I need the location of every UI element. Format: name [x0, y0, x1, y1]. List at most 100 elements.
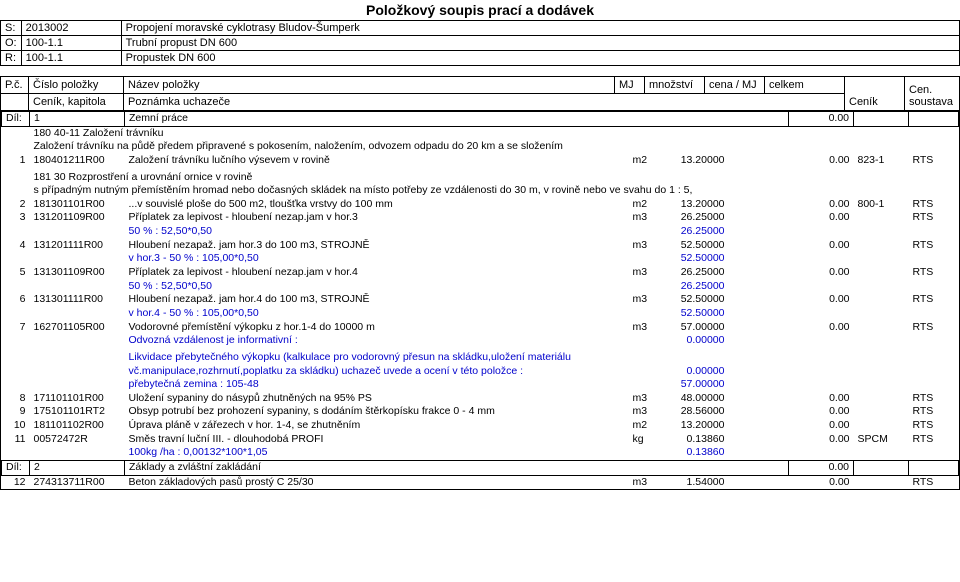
item-nazev: Beton základových pasů prostý C 25/30 — [125, 475, 629, 489]
item-cenik — [854, 266, 909, 280]
calc-pc — [2, 280, 30, 294]
item-soustava: RTS — [909, 293, 959, 307]
hdr-code: 100-1.1 — [21, 51, 121, 66]
item-pc: 2 — [2, 198, 30, 212]
item-pc: 6 — [2, 293, 30, 307]
item-soustava: RTS — [909, 239, 959, 253]
dil-empty — [854, 461, 909, 476]
calc-val: 0.13860 — [659, 446, 729, 460]
dil-total: 0.00 — [789, 112, 854, 127]
dil-empty2 — [909, 461, 959, 476]
calc-ck — [854, 280, 909, 294]
item-price — [729, 154, 789, 168]
item-pc: 3 — [2, 211, 30, 225]
calc-text: 50 % : 52,50*0,50 — [125, 225, 629, 239]
calc-mj — [629, 280, 659, 294]
calc-pc — [2, 252, 30, 266]
calc-kod — [30, 334, 125, 348]
hdr-label: O: — [1, 36, 22, 51]
calc-ck — [854, 252, 909, 266]
item-nazev: Uložení sypaniny do násypů zhutněných na… — [125, 392, 629, 406]
calc-val — [659, 351, 729, 365]
item-mj: m3 — [629, 211, 659, 225]
calc-p — [729, 252, 789, 266]
dil-total: 0.00 — [789, 461, 854, 476]
item-qty: 26.25000 — [659, 211, 729, 225]
item-mj: m3 — [629, 475, 659, 489]
calc-text: přebytečná zemina : 105-48 — [125, 378, 629, 392]
calc-p — [729, 446, 789, 460]
calc-kod — [30, 446, 125, 460]
col-empty — [1, 94, 29, 111]
item-cenik: SPCM — [854, 433, 909, 447]
item-soustava: RTS — [909, 419, 959, 433]
calc-s — [909, 351, 959, 365]
item-celkem: 0.00 — [789, 475, 854, 489]
calc-mj — [629, 225, 659, 239]
col-pozn: Poznámka uchazeče — [124, 94, 845, 111]
item-cenik — [854, 392, 909, 406]
item-pc: 4 — [2, 239, 30, 253]
hdr-desc: Propustek DN 600 — [121, 51, 959, 66]
dil-num: 2 — [30, 461, 125, 476]
calc-ck — [854, 365, 909, 379]
calc-text: v hor.3 - 50 % : 105,00*0,50 — [125, 252, 629, 266]
calc-p — [729, 225, 789, 239]
item-qty: 13.20000 — [659, 198, 729, 212]
item-cenik — [854, 419, 909, 433]
item-celkem: 0.00 — [789, 198, 854, 212]
item-nazev: Příplatek za lepivost - hloubení nezap.j… — [125, 266, 629, 280]
col-mj: MJ — [615, 77, 645, 94]
dil-label: Díl: — [2, 461, 30, 476]
item-nazev: Příplatek za lepivost - hloubení nezap.j… — [125, 211, 629, 225]
col-pc: P.č. — [1, 77, 29, 94]
item-soustava: RTS — [909, 433, 959, 447]
calc-val: 52.50000 — [659, 307, 729, 321]
items-container: Díl:1Zemní práce0.00180 40-11 Založení t… — [0, 111, 960, 490]
item-nazev: Úprava pláně v zářezech v hor. 1-4, se z… — [125, 419, 629, 433]
item-kod: 131301111R00 — [30, 293, 125, 307]
col-nazev: Název položky — [124, 77, 615, 94]
calc-c — [789, 351, 854, 365]
item-price — [729, 419, 789, 433]
item-mj: m3 — [629, 405, 659, 419]
item-pc: 7 — [2, 321, 30, 335]
calc-s — [909, 446, 959, 460]
item-cenik: 823-1 — [854, 154, 909, 168]
col-cenik-kap: Ceník, kapitola — [29, 94, 124, 111]
calc-c — [789, 334, 854, 348]
item-nazev: Vodorovné přemístění výkopku z hor.1-4 d… — [125, 321, 629, 335]
calc-mj — [629, 446, 659, 460]
calc-p — [729, 378, 789, 392]
item-cenik — [854, 239, 909, 253]
calc-mj — [629, 252, 659, 266]
calc-val: 26.25000 — [659, 280, 729, 294]
note-pc — [2, 126, 30, 140]
item-celkem: 0.00 — [789, 266, 854, 280]
calc-p — [729, 307, 789, 321]
col-qty: množství — [645, 77, 705, 94]
calc-pc — [2, 365, 30, 379]
item-price — [729, 198, 789, 212]
calc-mj — [629, 334, 659, 348]
item-soustava: RTS — [909, 392, 959, 406]
calc-pc — [2, 307, 30, 321]
item-mj: m2 — [629, 419, 659, 433]
calc-ck — [854, 307, 909, 321]
dil-name: Základy a zvláštní zakládání — [125, 461, 789, 476]
item-pc: 10 — [2, 419, 30, 433]
item-qty: 26.25000 — [659, 266, 729, 280]
calc-kod — [30, 365, 125, 379]
calc-kod — [30, 280, 125, 294]
calc-text: vč.manipulace,rozhrnutí,poplatku za sklá… — [125, 365, 629, 379]
item-soustava: RTS — [909, 154, 959, 168]
item-kod: 180401211R00 — [30, 154, 125, 168]
calc-ck — [854, 378, 909, 392]
dil-empty2 — [909, 112, 959, 127]
calc-s — [909, 280, 959, 294]
calc-text: 50 % : 52,50*0,50 — [125, 280, 629, 294]
item-celkem: 0.00 — [789, 419, 854, 433]
hdr-code: 2013002 — [21, 21, 121, 36]
note-text: 180 40-11 Založení trávníku — [30, 126, 959, 140]
item-qty: 28.56000 — [659, 405, 729, 419]
